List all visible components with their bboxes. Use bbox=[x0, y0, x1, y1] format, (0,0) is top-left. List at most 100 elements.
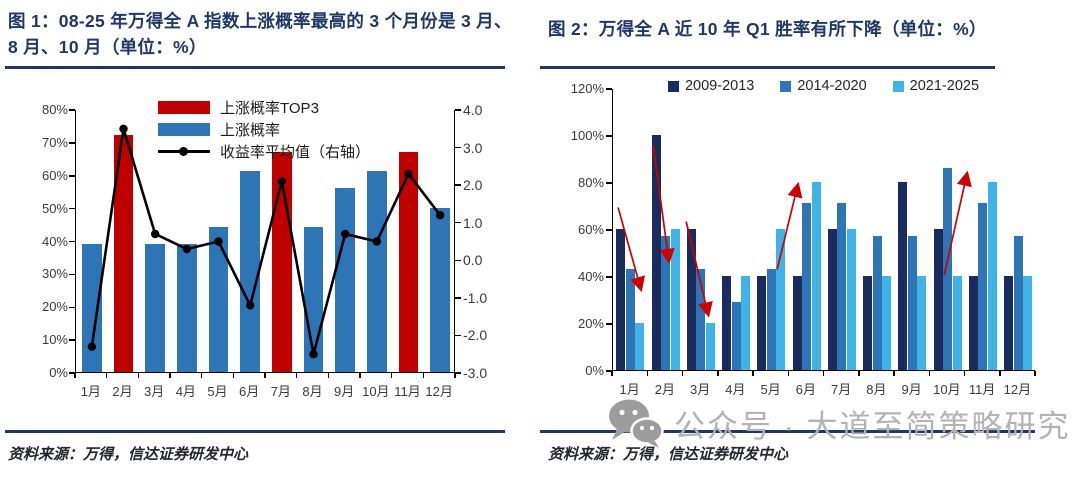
chart2-y-tick-100%: 100% bbox=[570, 128, 604, 143]
chart2-legend-item-2009-2013: 2009-2013 bbox=[667, 78, 755, 94]
chart1-left-tickmark bbox=[69, 240, 75, 243]
wechat-icon bbox=[609, 399, 664, 448]
chart1-month-3月: 3月 bbox=[144, 384, 165, 399]
chart2-y-tick-20%: 20% bbox=[577, 316, 604, 331]
chart1-right-tick--2.0: -2.0 bbox=[463, 327, 488, 344]
chart1-right-tickmark bbox=[455, 221, 461, 224]
bar-1月-2014-2020 bbox=[625, 268, 635, 370]
figure2-bottom-rule bbox=[540, 430, 1035, 433]
chart1-bottom-tickmark bbox=[105, 373, 108, 378]
chart1-left-tick-60%: 60% bbox=[41, 167, 68, 183]
bar-2月-2009-2013 bbox=[651, 135, 661, 370]
chart1-right-tick--3.0: -3.0 bbox=[463, 365, 488, 381]
bar-12月-2009-2013 bbox=[1004, 276, 1014, 370]
bar-6月-2021-2025 bbox=[811, 182, 821, 370]
bar-12月 bbox=[430, 207, 450, 372]
chart1-bottom-tickmark bbox=[327, 373, 330, 378]
bar-10月-2021-2025 bbox=[952, 276, 962, 370]
chart2-y-tickmark bbox=[606, 135, 612, 137]
bar-5月-2021-2025 bbox=[776, 229, 786, 370]
chart2-legend-label: 2009-2013 bbox=[684, 78, 755, 94]
chart2-bottom-tickmark bbox=[1034, 371, 1036, 376]
chart2-y-tickmark bbox=[606, 276, 612, 278]
chart1-left-tick-0%: 0% bbox=[49, 365, 68, 380]
chart2-month-9月: 9月 bbox=[901, 382, 922, 397]
bar-3月-2021-2025 bbox=[705, 323, 715, 370]
chart1-month-1月: 1月 bbox=[80, 384, 101, 399]
chart1-right-tickmark bbox=[455, 372, 461, 374]
chart1-legend-item-上涨概率TOP3: 上涨概率TOP3 bbox=[158, 96, 370, 118]
bar-1月-2009-2013 bbox=[616, 229, 626, 370]
chart2-month-10月: 10月 bbox=[933, 382, 961, 397]
chart1-legend-label: 收益率平均值（右轴） bbox=[220, 143, 371, 161]
bar-2月 bbox=[113, 135, 134, 372]
chart2-legend-swatch bbox=[780, 80, 792, 92]
bar-10月-2014-2020 bbox=[943, 167, 953, 370]
chart1-bottom-tickmark bbox=[295, 373, 298, 378]
chart1-legend-swatch bbox=[158, 122, 210, 136]
chart1-bottom-tickmark bbox=[359, 373, 361, 378]
chart2-y-tick-120%: 120% bbox=[570, 81, 604, 96]
bar-4月 bbox=[177, 243, 197, 372]
chart1-month-6月: 6月 bbox=[239, 384, 260, 399]
bar-4月-2009-2013 bbox=[722, 276, 732, 370]
chart1-left-tickmark bbox=[69, 207, 75, 210]
chart2-month-12月: 12月 bbox=[1003, 382, 1032, 397]
chart1-month-4月: 4月 bbox=[175, 384, 196, 399]
chart2-y-tickmark bbox=[606, 182, 612, 184]
chart1-left-tickmark bbox=[69, 142, 75, 144]
chart1-right-tickmark bbox=[455, 146, 461, 149]
chart1-legend-label: 上涨概率TOP3 bbox=[220, 99, 319, 117]
bar-3月-2014-2020 bbox=[696, 268, 706, 370]
bar-4月-2014-2020 bbox=[731, 301, 741, 370]
chart1-bottom-tickmark bbox=[454, 373, 456, 378]
chart1-right-tickmark bbox=[455, 184, 461, 186]
chart1-left-tick-30%: 30% bbox=[41, 266, 68, 282]
chart1-month-11月: 11月 bbox=[394, 384, 421, 399]
chart1-left-tick-70%: 70% bbox=[41, 134, 68, 150]
chart1-legend-item-上涨概率: 上涨概率 bbox=[158, 118, 370, 140]
bar-11月-2009-2013 bbox=[968, 276, 978, 370]
chart1-right-tick--1.0: -1.0 bbox=[463, 289, 488, 306]
chart2-legend-label: 2021-2025 bbox=[909, 78, 980, 94]
bar-6月 bbox=[240, 171, 260, 372]
chart2-y-tickmark bbox=[606, 229, 612, 231]
chart1-bottom-tickmark bbox=[422, 373, 425, 378]
chart1-right-tick-2.0: 2.0 bbox=[463, 177, 483, 194]
chart2-month-6月: 6月 bbox=[795, 382, 816, 397]
chart2-bottom-tickmark bbox=[752, 371, 754, 376]
chart2-bottom-tickmark bbox=[717, 371, 719, 376]
bar-11月-2021-2025 bbox=[987, 182, 997, 370]
chart2-legend-item-2014-2020: 2014-2020 bbox=[780, 78, 867, 94]
chart1-bottom-tickmark bbox=[137, 373, 140, 378]
chart1-bottom-tickmark bbox=[390, 373, 393, 378]
chart2-bottom-tickmark bbox=[893, 371, 895, 376]
chart1-left-tick-50%: 50% bbox=[41, 200, 68, 216]
chart1-right-tick-0.0: 0.0 bbox=[463, 252, 483, 269]
chart2-month-5月: 5月 bbox=[760, 382, 781, 397]
chart2-legend-item-2021-2025: 2021-2025 bbox=[892, 78, 980, 94]
chart1-right-tick-4.0: 4.0 bbox=[463, 102, 483, 118]
chart1-bottom-tickmark bbox=[232, 373, 235, 378]
chart2-y-tickmark bbox=[606, 88, 612, 90]
chart2-bottom-tickmark bbox=[963, 371, 966, 376]
chart2-y-tickmark bbox=[606, 323, 612, 325]
chart1-left-tickmark bbox=[69, 109, 75, 111]
figure1-source: 资料来源：万得，信达证券研发中心 bbox=[8, 443, 248, 464]
bar-1月 bbox=[82, 243, 102, 372]
chart2-bottom-tickmark bbox=[928, 371, 930, 376]
bar-7月-2021-2025 bbox=[846, 229, 856, 370]
bar-5月-2009-2013 bbox=[757, 276, 767, 370]
chart1-left-tickmark bbox=[69, 175, 75, 177]
figure1-top-rule bbox=[5, 66, 505, 69]
chart1-left-tickmark bbox=[69, 273, 75, 276]
figure2-source-prefix: 资料来源： bbox=[548, 447, 624, 463]
bar-3月 bbox=[145, 243, 165, 372]
bar-5月-2014-2020 bbox=[766, 268, 776, 370]
bar-8月-2009-2013 bbox=[863, 276, 873, 370]
chart2-y-tick-60%: 60% bbox=[577, 222, 604, 237]
bar-7月-2009-2013 bbox=[827, 229, 837, 370]
bar-3月-2009-2013 bbox=[686, 229, 696, 370]
bar-9月-2009-2013 bbox=[898, 182, 908, 370]
